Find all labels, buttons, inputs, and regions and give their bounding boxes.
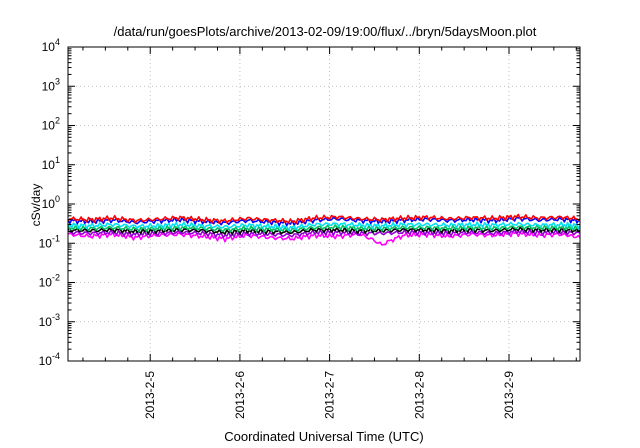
series-lines <box>67 213 581 246</box>
y-tick-label: 104 <box>42 37 60 54</box>
y-tick-label: 102 <box>42 116 60 133</box>
series-line <box>67 224 581 233</box>
x-tick-label: 2013-2-6 <box>233 371 247 419</box>
y-axis-label: cSv/day <box>29 184 43 227</box>
x-tick-labels: 2013-2-5 2013-2-6 2013-2-7 2013-2-8 2013-2-9 <box>143 371 516 419</box>
grid-lines <box>68 47 580 361</box>
series-line <box>67 221 581 231</box>
y-tick-label: 10-1 <box>39 233 60 250</box>
series-line <box>67 213 581 225</box>
x-axis-label: Coordinated Universal Time (UTC) <box>224 429 423 444</box>
y-tick-labels: 10-4 10-3 10-2 10-1 100 101 102 103 104 <box>39 37 60 368</box>
y-tick-label: 10-4 <box>39 351 60 368</box>
x-tick-label: 2013-2-9 <box>502 371 516 419</box>
y-tick-label: 101 <box>42 155 60 172</box>
x-tick-label: 2013-2-7 <box>323 371 337 419</box>
x-tick-label: 2013-2-5 <box>143 371 157 419</box>
y-tick-label: 10-3 <box>39 312 60 329</box>
y-tick-label: 103 <box>42 76 60 93</box>
y-tick-label: 10-2 <box>39 273 60 290</box>
axis-ticks <box>68 46 580 362</box>
series-line <box>67 228 581 239</box>
y-tick-label: 100 <box>42 194 60 211</box>
chart-title: /data/run/goesPlots/archive/2013-02-09/1… <box>114 24 537 39</box>
x-tick-label: 2013-2-8 <box>412 371 426 419</box>
